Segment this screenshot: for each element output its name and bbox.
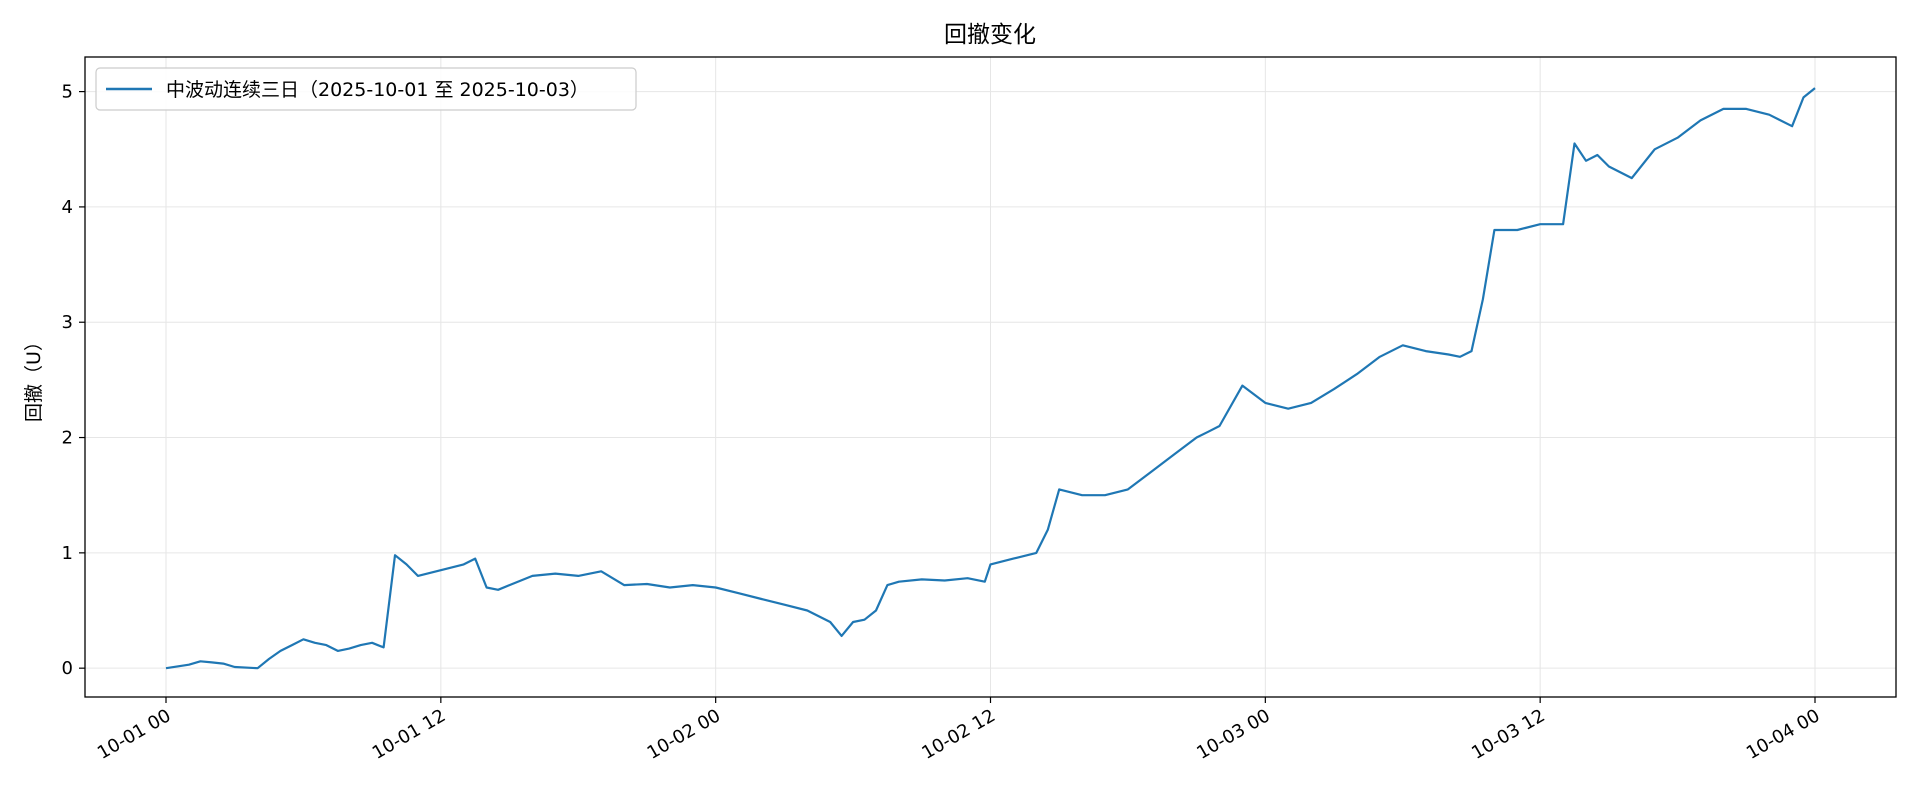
y-axis-label: 回撤（U） — [23, 332, 45, 422]
legend: 中波动连续三日（2025-10-01 至 2025-10-03） — [95, 67, 637, 111]
grid-lines — [85, 57, 1896, 697]
legend-box — [95, 67, 637, 111]
y-tick-label: 2 — [62, 428, 73, 449]
series-line-0 — [165, 87, 1816, 670]
x-tick-label: 10-02 00 — [644, 705, 725, 764]
x-tick-label: 10-01 00 — [94, 705, 175, 764]
y-tick-label: 5 — [62, 82, 73, 103]
x-tick-label: 10-02 12 — [918, 705, 999, 764]
x-tick-label: 10-03 00 — [1193, 705, 1274, 764]
chart-title: 回撤变化 — [944, 22, 1036, 48]
legend-entry-label: 中波动连续三日（2025-10-01 至 2025-10-03） — [166, 79, 589, 101]
y-tick-label: 1 — [62, 543, 73, 564]
x-tick-label: 10-03 12 — [1468, 705, 1549, 764]
x-axis: 10-01 00 10-01 12 10-02 00 10-02 12 10-03 00… — [94, 697, 1824, 764]
x-tick-label: 10-01 12 — [369, 705, 450, 764]
y-tick-label: 3 — [62, 312, 73, 333]
x-tick-label: 10-04 00 — [1743, 705, 1824, 764]
y-tick-label: 0 — [62, 658, 73, 679]
y-axis: 0 1 2 3 4 5 — [62, 82, 85, 679]
y-tick-label: 4 — [62, 197, 73, 218]
series-layer — [165, 87, 1816, 670]
